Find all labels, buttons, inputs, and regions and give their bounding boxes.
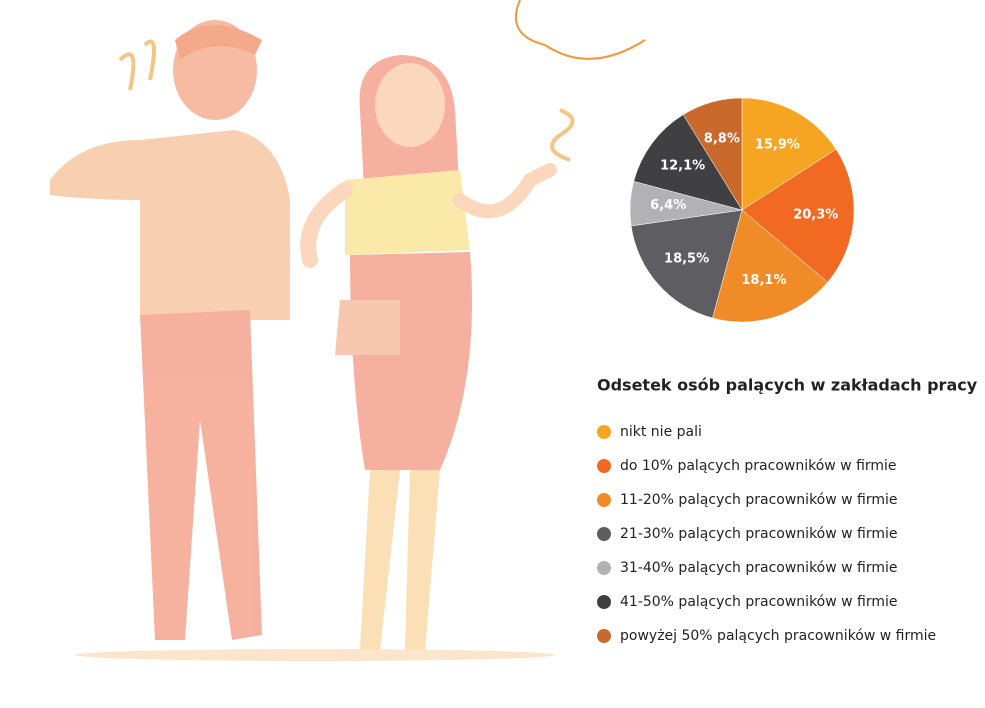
pie-slice	[630, 209, 743, 319]
legend-marker	[597, 629, 611, 643]
legend-marker	[597, 425, 611, 439]
legend-marker	[597, 595, 611, 609]
legend-marker	[597, 459, 611, 473]
legend-label: 31-40% palących pracowników w firmie	[620, 560, 898, 576]
value-label: 20,3%	[793, 207, 838, 222]
chart-title: Odsetek osób palących w zakładach pracy	[597, 376, 978, 395]
pie-chart: 15,9% 20,3% 18,1% 18,5% 6,4% 12,1% 8,8%	[629, 97, 855, 323]
legend-label: powyżej 50% palących pracowników w firmi…	[620, 628, 936, 644]
legend: nikt nie pali do 10% palących pracowników…	[597, 424, 936, 644]
pie-slice	[682, 97, 743, 211]
pie-slice	[741, 148, 855, 283]
value-label: 15,9%	[755, 138, 800, 153]
legend-label: nikt nie pali	[620, 424, 702, 440]
pie-slice	[741, 97, 837, 211]
value-label: 12,1%	[660, 158, 705, 173]
value-label: 8,8%	[704, 131, 740, 146]
legend-label: 11-20% palących pracowników w firmie	[620, 492, 898, 508]
legend-label: 21-30% palących pracowników w firmie	[620, 526, 898, 542]
illustration	[50, 0, 646, 661]
value-label: 18,5%	[664, 251, 709, 266]
value-label: 18,1%	[741, 273, 786, 288]
legend-label: do 10% palących pracowników w firmie	[620, 458, 897, 474]
legend-marker	[597, 561, 611, 575]
pie-slice	[633, 114, 743, 211]
value-label: 6,4%	[650, 198, 686, 213]
pie-slice	[712, 209, 828, 323]
legend-label: 41-50% palących pracowników w firmie	[620, 594, 898, 610]
legend-marker	[597, 527, 611, 541]
legend-marker	[597, 493, 611, 507]
